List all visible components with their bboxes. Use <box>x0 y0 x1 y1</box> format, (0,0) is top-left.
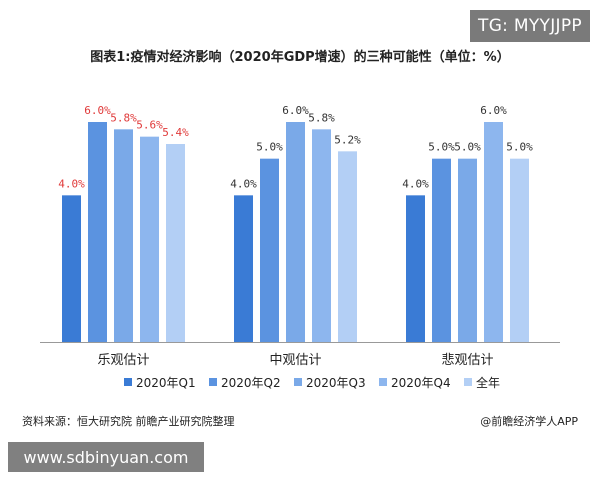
chart-title: 图表1:疫情对经济影响（2020年GDP增速）的三种可能性（单位：%） <box>90 50 510 65</box>
bar-3-1 <box>406 195 425 342</box>
data-label: 5.0% <box>428 141 455 154</box>
bar-1-2 <box>88 122 107 342</box>
bar-3-4 <box>484 122 503 342</box>
watermark-bottom-left: www.sdbinyuan.com <box>8 442 204 472</box>
legend-label: 2020年Q2 <box>221 376 281 390</box>
data-label: 5.0% <box>454 141 481 154</box>
legend-swatch <box>379 378 387 386</box>
bar-2-5 <box>338 151 357 342</box>
credit-note: @前瞻经济学人APP <box>480 415 578 428</box>
category-label: 悲观估计 <box>441 352 493 368</box>
data-label: 4.0% <box>230 177 257 190</box>
data-label: 5.0% <box>506 141 533 154</box>
legend-label: 2020年Q4 <box>391 376 451 390</box>
bar-2-2 <box>260 158 279 342</box>
data-label: 6.0% <box>282 104 309 117</box>
legend-label: 2020年Q3 <box>306 376 366 390</box>
bar-2-1 <box>234 195 253 342</box>
category-label: 乐观估计 <box>97 353 149 368</box>
bar-1-4 <box>140 136 159 342</box>
legend-label: 全年 <box>476 375 500 390</box>
bar-1-5 <box>166 144 185 342</box>
data-label: 5.0% <box>256 141 283 154</box>
watermark-top-right: TG: MYYJJPP <box>470 10 590 42</box>
legend-swatch <box>209 378 217 386</box>
data-label: 4.0% <box>58 177 85 190</box>
bar-1-1 <box>62 195 81 342</box>
legend-swatch <box>294 378 302 386</box>
bar-3-5 <box>510 158 529 342</box>
bar-2-3 <box>286 122 305 342</box>
bar-2-4 <box>312 129 331 342</box>
bar-1-3 <box>114 129 133 342</box>
bar-3-3 <box>458 158 477 342</box>
data-label: 5.2% <box>334 133 361 146</box>
data-label: 4.0% <box>402 177 429 190</box>
legend-swatch <box>464 378 472 386</box>
data-label: 6.0% <box>84 104 111 117</box>
data-label: 5.4% <box>162 126 189 139</box>
data-label: 5.8% <box>308 111 335 124</box>
bar-3-2 <box>432 158 451 342</box>
data-label: 5.6% <box>136 119 163 132</box>
legend-swatch <box>124 378 132 386</box>
source-note: 资料来源：恒大研究院 前瞻产业研究院整理 <box>22 415 235 428</box>
legend-label: 2020年Q1 <box>136 376 196 390</box>
data-label: 5.8% <box>110 111 137 124</box>
category-label: 中观估计 <box>269 353 321 368</box>
data-label: 6.0% <box>480 104 507 117</box>
